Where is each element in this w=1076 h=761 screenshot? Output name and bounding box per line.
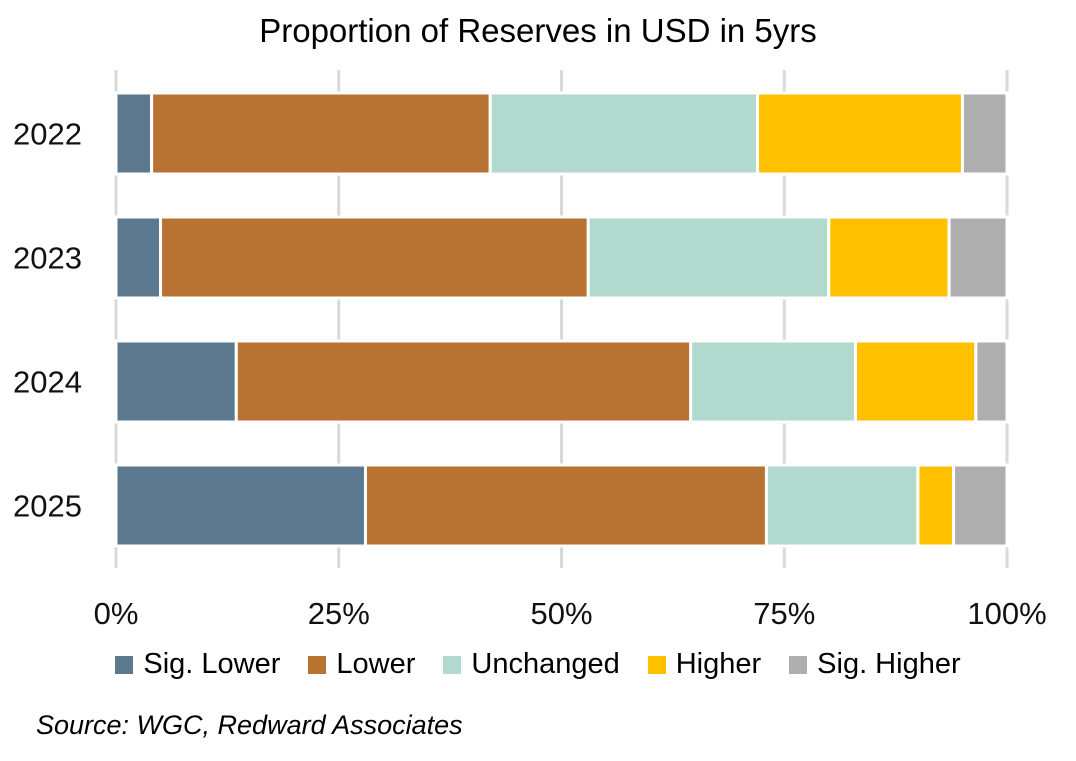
bar-segment bbox=[114, 339, 238, 424]
legend-item: Sig. Higher bbox=[789, 648, 961, 681]
bar-segment bbox=[960, 91, 1009, 176]
bars bbox=[114, 91, 1009, 548]
source-note: Source: WGC, Redward Associates bbox=[36, 710, 463, 740]
legend-item: Higher bbox=[647, 648, 762, 681]
bar-segment bbox=[150, 91, 492, 176]
legend-swatch bbox=[443, 655, 462, 674]
legend-swatch bbox=[308, 655, 327, 674]
legend-label: Sig. Higher bbox=[817, 648, 961, 680]
bar-segment bbox=[952, 463, 1009, 548]
legend-swatch bbox=[647, 655, 666, 674]
bar-segment bbox=[586, 215, 831, 300]
bar-segment bbox=[234, 339, 693, 424]
legend: Sig. Lower Lower Unchanged Higher Sig. Highe… bbox=[0, 648, 1076, 681]
x-tick-label: 25% bbox=[308, 596, 370, 631]
legend-label: Lower bbox=[336, 648, 416, 680]
bar-segment bbox=[947, 215, 1009, 300]
bar-segment bbox=[488, 91, 760, 176]
legend-item: Sig. Lower bbox=[115, 648, 280, 681]
x-tick-labels: 0% 25% 50% 75% 100% bbox=[94, 596, 1047, 631]
x-tick-label: 100% bbox=[967, 596, 1046, 631]
legend-label: Higher bbox=[675, 648, 762, 680]
bar-segment bbox=[114, 215, 163, 300]
chart-title: Proportion of Reserves in USD in 5yrs bbox=[259, 12, 817, 49]
y-tick-labels: 2022 2023 2024 2025 bbox=[13, 117, 82, 524]
bar-segment bbox=[854, 339, 978, 424]
x-tick-label: 50% bbox=[530, 596, 592, 631]
legend-label: Unchanged bbox=[471, 648, 620, 680]
y-tick-label: 2024 bbox=[13, 365, 82, 400]
bar-segment bbox=[159, 215, 590, 300]
bar-segment bbox=[756, 91, 964, 176]
legend-swatch bbox=[115, 655, 134, 674]
bar-segment bbox=[916, 463, 956, 548]
bar-segment bbox=[827, 215, 951, 300]
bar-segment bbox=[114, 463, 367, 548]
bar-segment bbox=[114, 91, 154, 176]
legend-item: Lower bbox=[308, 648, 415, 681]
x-tick-label: 75% bbox=[753, 596, 815, 631]
y-tick-label: 2022 bbox=[13, 117, 82, 152]
legend-swatch bbox=[789, 655, 808, 674]
bar-segment bbox=[764, 463, 920, 548]
y-tick-label: 2025 bbox=[13, 489, 82, 524]
bar-segment bbox=[689, 339, 858, 424]
y-tick-label: 2023 bbox=[13, 241, 82, 276]
legend-label: Sig. Lower bbox=[143, 648, 281, 680]
bar-chart-plot: 2022 2023 2024 2025 0% 25% 50% 75% 100% bbox=[13, 70, 1047, 631]
x-tick-label: 0% bbox=[94, 596, 139, 631]
legend-item: Unchanged bbox=[443, 648, 620, 681]
bar-segment bbox=[974, 339, 1009, 424]
bar-segment bbox=[363, 463, 768, 548]
